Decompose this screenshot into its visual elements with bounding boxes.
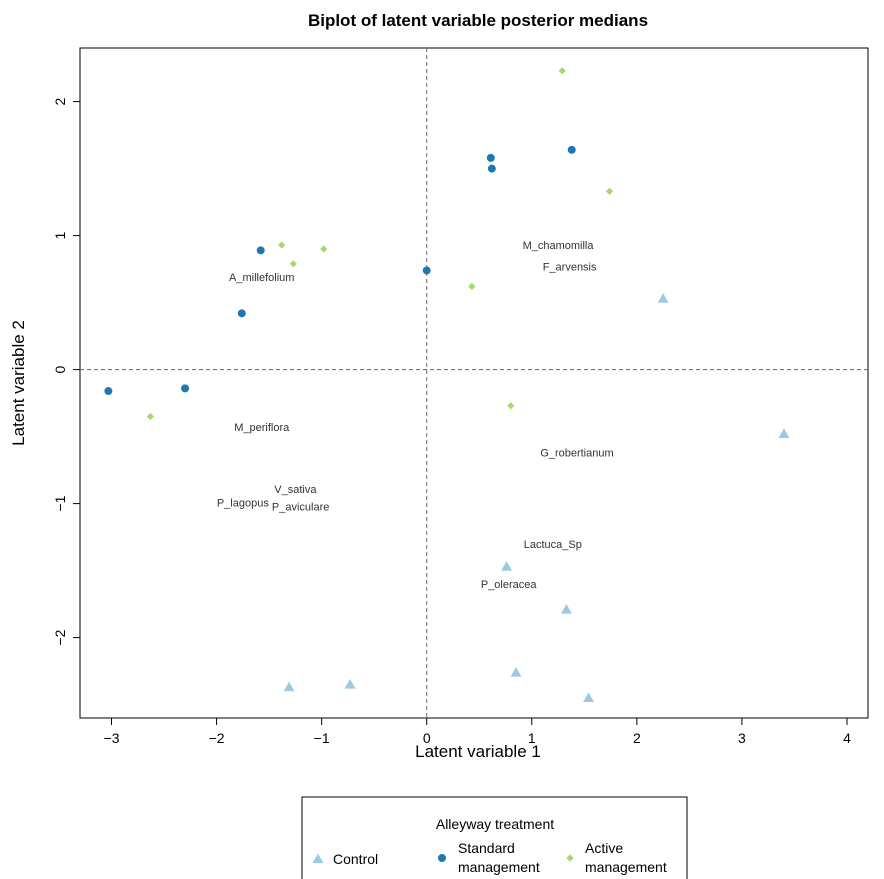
species-label: P_aviculare <box>272 501 329 513</box>
y-tick-label: −1 <box>52 495 68 511</box>
circle-point <box>486 153 495 162</box>
diamond-point <box>289 260 297 268</box>
y-tick-label: 0 <box>52 365 68 373</box>
y-tick-label: 2 <box>52 97 68 105</box>
triangle-point <box>283 681 295 692</box>
circle-point <box>256 246 265 255</box>
legend-label: management <box>585 859 667 875</box>
y-tick-label: −2 <box>52 629 68 645</box>
triangle-point <box>501 561 513 571</box>
legend: Alleyway treatment Control Standard manage… <box>301 796 688 879</box>
triangle-point <box>778 428 790 439</box>
x-tick-label: 2 <box>633 730 641 746</box>
circle-point <box>422 266 431 275</box>
legend-label: Control <box>333 851 378 867</box>
species-label: M_periflora <box>234 422 290 434</box>
x-axis-title: Latent variable 1 <box>415 742 541 761</box>
x-axis: −3 −2 −1 0 1 2 3 4 <box>104 718 851 746</box>
triangle-point <box>657 293 669 303</box>
species-label: P_lagopus <box>217 497 269 509</box>
diamond-point <box>507 402 515 410</box>
data-points <box>104 67 790 703</box>
diamond-point <box>278 241 286 249</box>
species-labels: M_chamomilla F_arvensis A_millefolium M_per… <box>217 240 614 591</box>
x-tick-label: −3 <box>104 730 120 746</box>
diamond-point <box>320 245 328 253</box>
species-label: M_chamomilla <box>523 240 595 252</box>
y-tick-label: 1 <box>52 231 68 239</box>
legend-box <box>301 796 688 879</box>
circle-point <box>487 164 496 173</box>
legend-marker <box>566 854 574 862</box>
legend-label: Active <box>585 840 623 856</box>
species-label: Lactuca_Sp <box>524 539 582 551</box>
species-label: G_robertianum <box>540 448 613 460</box>
chart-title: Biplot of latent variable posterior medi… <box>308 11 648 30</box>
circle-point <box>237 309 246 318</box>
species-label: V_sativa <box>274 484 317 496</box>
species-label: P_oleracea <box>481 579 538 591</box>
plot-frame <box>79 47 869 719</box>
reference-lines <box>80 48 868 718</box>
legend-label: management <box>458 859 540 875</box>
x-tick-label: 0 <box>423 730 431 746</box>
legend-marker <box>438 854 446 862</box>
x-tick-label: 4 <box>843 730 851 746</box>
legend-entries: Control Standard management Active managemen… <box>312 840 667 875</box>
x-tick-label: 1 <box>528 730 536 746</box>
legend-title: Alleyway treatment <box>436 816 554 832</box>
y-axis-title: Latent variable 2 <box>9 320 28 446</box>
triangle-point <box>560 603 572 614</box>
triangle-point <box>344 679 356 689</box>
x-tick-label: −2 <box>209 730 225 746</box>
x-tick-label: 3 <box>738 730 746 746</box>
legend-label: Standard <box>458 840 515 856</box>
triangle-point <box>510 666 522 677</box>
legend-marker <box>312 853 324 864</box>
y-axis: −2 −1 0 1 2 <box>52 97 80 646</box>
diamond-point <box>605 187 614 195</box>
circle-point <box>104 387 113 396</box>
x-tick-label: −1 <box>314 730 330 746</box>
triangle-point <box>583 692 595 703</box>
circle-point <box>567 145 576 154</box>
diamond-point <box>146 412 154 421</box>
diamond-point <box>468 282 476 291</box>
species-label: F_arvensis <box>543 261 597 273</box>
circle-point <box>181 384 190 393</box>
diamond-point <box>558 67 566 75</box>
species-label: A_millefolium <box>229 272 294 284</box>
